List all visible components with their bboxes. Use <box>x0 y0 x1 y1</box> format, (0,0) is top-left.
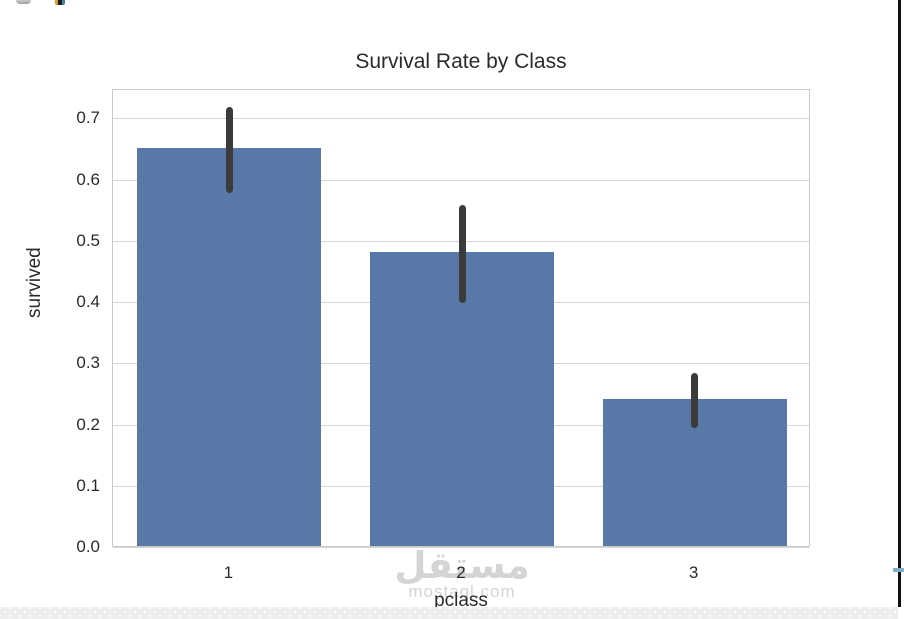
error-bar-pclass-3 <box>691 373 698 428</box>
bar-pclass-1 <box>137 148 321 546</box>
clipped-folder-icon <box>55 0 65 5</box>
gridline <box>113 179 809 181</box>
gridline <box>113 118 809 120</box>
x-axis-label: pclass <box>434 590 488 611</box>
page-bottom-strip[interactable] <box>0 607 898 619</box>
watermark-arabic-logo: مستقل <box>394 545 530 586</box>
watermark: مستقل mostaql.com <box>332 545 592 601</box>
clipped-face-icon <box>16 0 31 4</box>
y-tick-label: 0.6 <box>76 169 100 189</box>
plot-area <box>112 89 810 548</box>
x-tick-label-3: 3 <box>688 563 699 582</box>
y-tick-label: 0.5 <box>76 230 100 250</box>
y-tick-label: 0.2 <box>76 414 100 434</box>
y-tick-label: 0.4 <box>76 292 100 312</box>
chart-title: Survival Rate by Class <box>355 50 567 73</box>
y-tick-label: 0.1 <box>76 475 100 495</box>
gridline <box>113 547 809 548</box>
scrollbar-marker <box>893 568 904 572</box>
error-bar-pclass-2 <box>459 205 466 303</box>
watermark-domain: mostaql.com <box>408 582 516 601</box>
y-tick-label: 0.0 <box>76 537 100 556</box>
x-tick-label-2: 2 <box>456 563 466 582</box>
error-bar-pclass-1 <box>226 107 233 193</box>
y-tick-label: 0.7 <box>76 108 100 128</box>
y-tick-label: 0.3 <box>76 353 100 373</box>
window-edge-line <box>898 0 901 607</box>
x-tick-label-1: 1 <box>223 563 234 582</box>
